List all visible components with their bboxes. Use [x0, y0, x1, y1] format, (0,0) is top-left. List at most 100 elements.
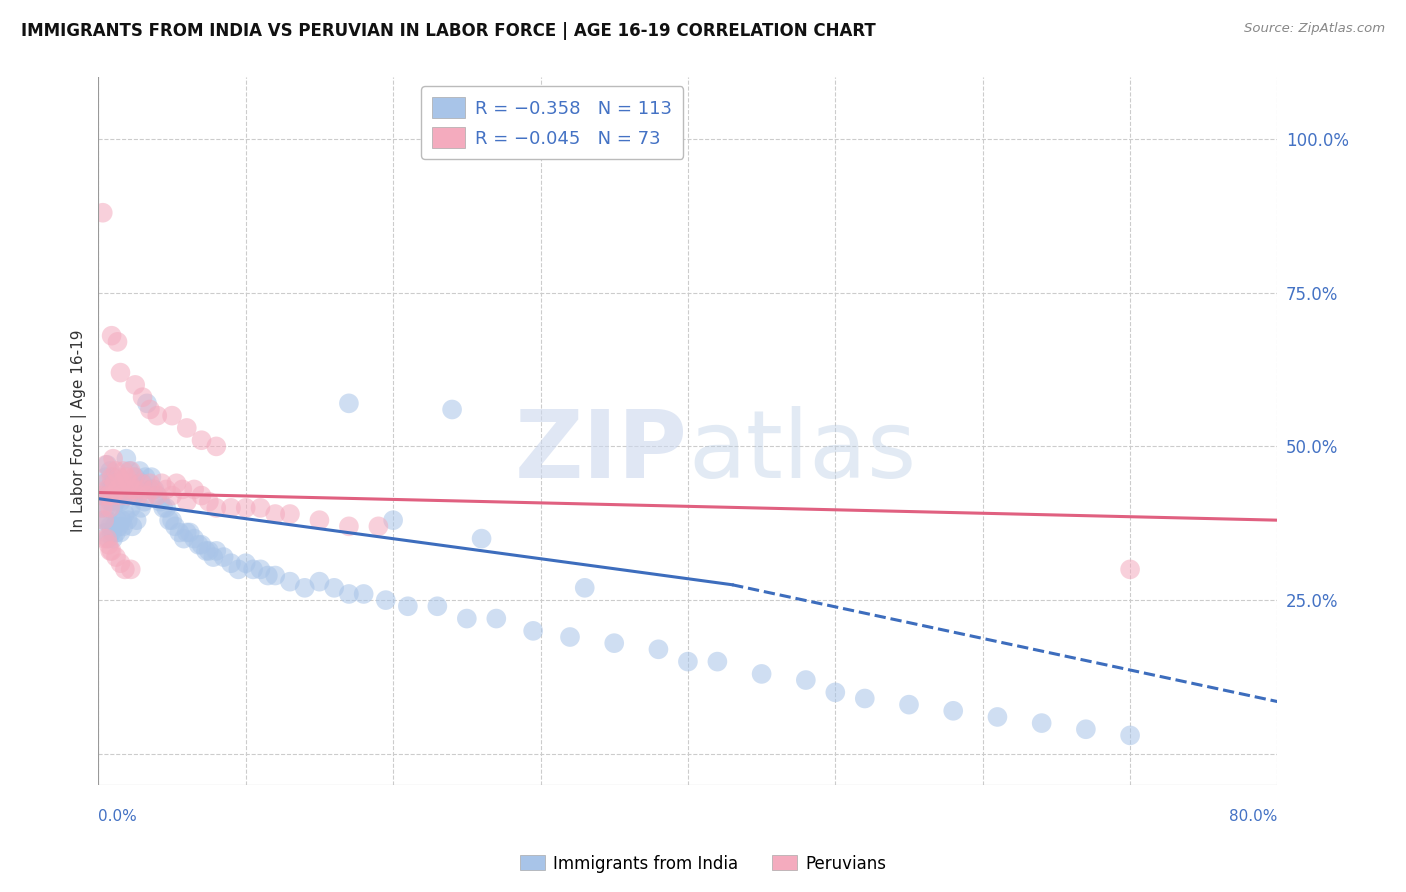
Point	[91, 489, 114, 503]
Point	[94, 476, 117, 491]
Point	[235, 500, 257, 515]
Point	[107, 334, 129, 349]
Point	[108, 470, 131, 484]
Point	[118, 476, 141, 491]
Point	[111, 513, 134, 527]
Point	[194, 544, 217, 558]
Point	[160, 489, 183, 503]
Point	[337, 587, 360, 601]
Point	[117, 513, 139, 527]
Point	[107, 483, 129, 497]
Point	[124, 470, 146, 484]
Point	[441, 402, 464, 417]
Point	[98, 519, 121, 533]
Point	[121, 483, 143, 497]
Point	[558, 630, 581, 644]
Point	[127, 489, 149, 503]
Point	[94, 525, 117, 540]
Point	[114, 483, 136, 497]
Point	[176, 525, 198, 540]
Point	[98, 500, 121, 515]
Point	[100, 470, 122, 484]
Point	[108, 519, 131, 533]
Point	[122, 470, 145, 484]
Point	[114, 562, 136, 576]
Point	[198, 494, 221, 508]
Point	[93, 513, 115, 527]
Text: Source: ZipAtlas.com: Source: ZipAtlas.com	[1244, 22, 1385, 36]
Point	[176, 494, 198, 508]
Point	[942, 704, 965, 718]
Point	[205, 500, 228, 515]
Point	[115, 476, 138, 491]
Point	[205, 544, 228, 558]
Point	[264, 507, 287, 521]
Point	[134, 470, 156, 484]
Point	[676, 655, 699, 669]
Text: atlas: atlas	[688, 406, 917, 499]
Point	[198, 544, 221, 558]
Point	[96, 458, 118, 472]
Point	[853, 691, 876, 706]
Point	[249, 500, 271, 515]
Point	[751, 666, 773, 681]
Legend: R = −0.358   N = 113, R = −0.045   N = 73: R = −0.358 N = 113, R = −0.045 N = 73	[422, 87, 683, 159]
Point	[121, 519, 143, 533]
Point	[117, 489, 139, 503]
Point	[382, 513, 405, 527]
Point	[139, 402, 162, 417]
Y-axis label: In Labor Force | Age 16-19: In Labor Force | Age 16-19	[72, 330, 87, 533]
Point	[101, 532, 124, 546]
Point	[94, 458, 117, 472]
Text: IMMIGRANTS FROM INDIA VS PERUVIAN IN LABOR FORCE | AGE 16-19 CORRELATION CHART: IMMIGRANTS FROM INDIA VS PERUVIAN IN LAB…	[21, 22, 876, 40]
Point	[110, 525, 132, 540]
Point	[117, 483, 139, 497]
Point	[96, 532, 118, 546]
Point	[294, 581, 316, 595]
Point	[111, 476, 134, 491]
Point	[242, 562, 264, 576]
Point	[143, 483, 166, 497]
Point	[278, 574, 301, 589]
Point	[107, 483, 129, 497]
Point	[179, 525, 201, 540]
Point	[112, 519, 135, 533]
Point	[142, 483, 165, 497]
Point	[125, 513, 148, 527]
Point	[155, 483, 177, 497]
Point	[603, 636, 626, 650]
Point	[96, 489, 118, 503]
Point	[794, 673, 817, 687]
Point	[898, 698, 921, 712]
Point	[160, 409, 183, 423]
Point	[706, 655, 728, 669]
Point	[97, 489, 120, 503]
Point	[190, 434, 212, 448]
Point	[278, 507, 301, 521]
Point	[1031, 716, 1053, 731]
Point	[163, 519, 186, 533]
Point	[120, 562, 142, 576]
Point	[93, 513, 115, 527]
Point	[146, 409, 169, 423]
Point	[103, 476, 125, 491]
Point	[139, 483, 162, 497]
Point	[124, 377, 146, 392]
Point	[110, 494, 132, 508]
Point	[91, 500, 114, 515]
Point	[94, 500, 117, 515]
Point	[124, 483, 146, 497]
Point	[136, 489, 159, 503]
Point	[471, 532, 494, 546]
Point	[120, 500, 142, 515]
Point	[110, 556, 132, 570]
Point	[129, 476, 152, 491]
Point	[146, 489, 169, 503]
Point	[337, 519, 360, 533]
Point	[986, 710, 1008, 724]
Point	[115, 470, 138, 484]
Point	[103, 489, 125, 503]
Point	[150, 476, 173, 491]
Point	[131, 390, 153, 404]
Point	[90, 489, 112, 503]
